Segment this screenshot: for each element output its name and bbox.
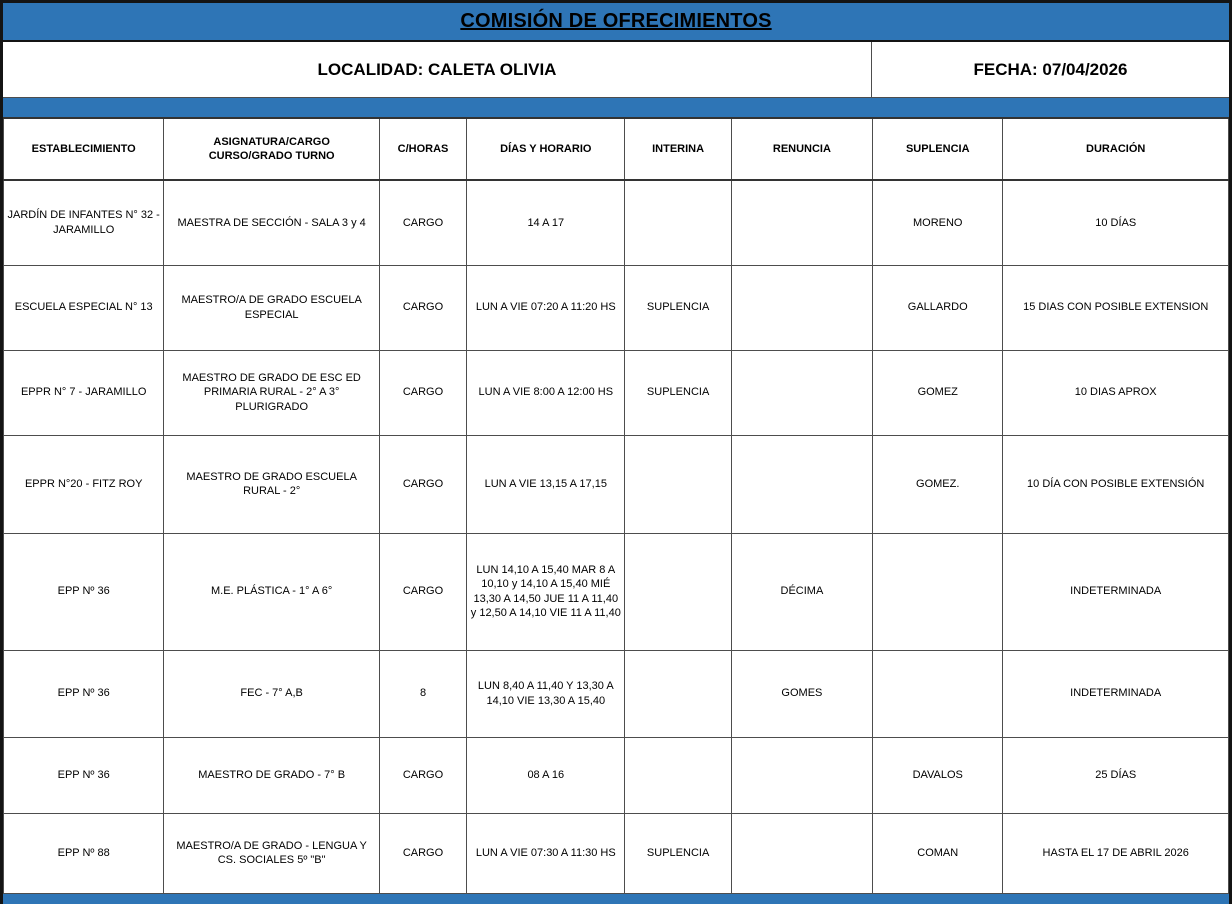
table-cell: CARGO — [378, 812, 468, 894]
table-cell: CARGO — [378, 349, 468, 436]
table-cell: LUN A VIE 07:30 A 11:30 HS — [466, 812, 626, 894]
table-cell — [730, 434, 874, 534]
table-cell: DAVALOS — [872, 736, 1004, 814]
table-cell — [624, 649, 732, 738]
localidad-cell: LOCALIDAD: CALETA OLIVIA — [3, 42, 872, 97]
table-cell: EPP Nº 36 — [2, 532, 165, 651]
table-cell: CARGO — [378, 434, 468, 534]
table-cell: LUN A VIE 8:00 A 12:00 HS — [466, 349, 626, 436]
table-cell: SUPLENCIA — [624, 349, 732, 436]
table-cell: GOMEZ. — [872, 434, 1004, 534]
table-row: JARDÍN DE INFANTES N° 32 - JARAMILLO MAES… — [2, 179, 1229, 266]
table-cell: 10 DIAS APROX — [1002, 349, 1229, 436]
table-cell: GALLARDO — [872, 264, 1004, 351]
table-cell: 10 DÍAS — [1002, 179, 1229, 266]
table-cell: CARGO — [378, 736, 468, 814]
column-header: ESTABLECIMIENTO — [2, 117, 165, 181]
table-cell — [624, 532, 732, 651]
table-cell: LUN 14,10 A 15,40 MAR 8 A 10,10 y 14,10 … — [466, 532, 626, 651]
column-header: DURACIÓN — [1002, 117, 1229, 181]
table-cell: MAESTRO/A DE GRADO - LENGUA Y CS. SOCIAL… — [163, 812, 380, 894]
table-cell: LUN 8,40 A 11,40 Y 13,30 A 14,10 VIE 13,… — [466, 649, 626, 738]
table-cell — [730, 349, 874, 436]
table-cell: 10 DÍA CON POSIBLE EXTENSIÓN — [1002, 434, 1229, 534]
table-cell: EPP Nº 36 — [2, 649, 165, 738]
table-cell: MAESTRO DE GRADO ESCUELA RURAL - 2° — [163, 434, 380, 534]
table-cell: SUPLENCIA — [624, 264, 732, 351]
table-cell: MAESTRO DE GRADO DE ESC ED PRIMARIA RURA… — [163, 349, 380, 436]
table-cell: FEC - 7° A,B — [163, 649, 380, 738]
table-cell — [624, 434, 732, 534]
table-cell: EPP Nº 36 — [2, 736, 165, 814]
column-header: DÍAS Y HORARIO — [466, 117, 626, 181]
table-cell: JARDÍN DE INFANTES N° 32 - JARAMILLO — [2, 179, 165, 266]
table-row: EPP Nº 88 MAESTRO/A DE GRADO - LENGUA Y C… — [2, 812, 1229, 894]
table-cell: CARGO — [378, 532, 468, 651]
table-cell — [624, 179, 732, 266]
page-title: COMISIÓN DE OFRECIMIENTOS — [460, 10, 772, 32]
table-row: EPP Nº 36 M.E. PLÁSTICA - 1° A 6° CARGO LUN… — [2, 532, 1229, 651]
table-cell — [730, 264, 874, 351]
table-row: EPPR N°20 - FITZ ROY MAESTRO DE GRADO ESC… — [2, 434, 1229, 534]
column-header: INTERINA — [624, 117, 732, 181]
table-cell — [730, 736, 874, 814]
table-cell: 25 DÍAS — [1002, 736, 1229, 814]
table-row: EPPR N° 7 - JARAMILLO MAESTRO DE GRADO DE… — [2, 349, 1229, 436]
table-cell: MAESTRO DE GRADO - 7° B — [163, 736, 380, 814]
table-cell: INDETERMINADA — [1002, 649, 1229, 738]
table-cell: EPPR N°20 - FITZ ROY — [2, 434, 165, 534]
table-cell: CARGO — [378, 264, 468, 351]
column-header: RENUNCIA — [730, 117, 874, 181]
table-cell: MAESTRA DE SECCIÓN - SALA 3 y 4 — [163, 179, 380, 266]
table-cell: DÉCIMA — [730, 532, 874, 651]
table-cell: INDETERMINADA — [1002, 532, 1229, 651]
table-cell: MORENO — [872, 179, 1004, 266]
offers-table: ESTABLECIMIENTO ASIGNATURA/CARGO CURSO/GR… — [2, 117, 1229, 894]
top-blue-strip — [3, 97, 1229, 117]
table-cell — [730, 179, 874, 266]
table-cell: GOMES — [730, 649, 874, 738]
column-header: ASIGNATURA/CARGO CURSO/GRADO TURNO — [163, 117, 380, 181]
table-cell: EPPR N° 7 - JARAMILLO — [2, 349, 165, 436]
table-cell — [872, 649, 1004, 738]
table-cell: SUPLENCIA — [624, 812, 732, 894]
table-cell: LUN A VIE 13,15 A 17,15 — [466, 434, 626, 534]
title-banner: COMISIÓN DE OFRECIMIENTOS — [3, 3, 1229, 42]
table-cell: 8 — [378, 649, 468, 738]
table-cell — [624, 736, 732, 814]
table-cell — [872, 532, 1004, 651]
table-cell: HASTA EL 17 DE ABRIL 2026 — [1002, 812, 1229, 894]
table-cell: 08 A 16 — [466, 736, 626, 814]
table-cell: MAESTRO/A DE GRADO ESCUELA ESPECIAL — [163, 264, 380, 351]
table-cell: COMAN — [872, 812, 1004, 894]
fecha-cell: FECHA: 07/04/2026 — [973, 59, 1128, 79]
table-cell: 14 A 17 — [466, 179, 626, 266]
table-cell: GOMEZ — [872, 349, 1004, 436]
column-header: C/HORAS — [378, 117, 468, 181]
table-cell — [730, 812, 874, 894]
column-header: SUPLENCIA — [872, 117, 1004, 181]
table-cell: LUN A VIE 07:20 A 11:20 HS — [466, 264, 626, 351]
table-row: EPP Nº 36 FEC - 7° A,B 8 LUN 8,40 A 11,40 Y… — [2, 649, 1229, 738]
table-cell: 15 DIAS CON POSIBLE EXTENSION — [1002, 264, 1229, 351]
table-row: ESCUELA ESPECIAL N° 13 MAESTRO/A DE GRADO… — [2, 264, 1229, 351]
table-header-row: ESTABLECIMIENTO ASIGNATURA/CARGO CURSO/GR… — [2, 117, 1229, 181]
table-cell: CARGO — [378, 179, 468, 266]
subheader-row: LOCALIDAD: CALETA OLIVIA FECHA: 07/04/20… — [3, 42, 1229, 97]
table-cell: M.E. PLÁSTICA - 1° A 6° — [163, 532, 380, 651]
table-row: EPP Nº 36 MAESTRO DE GRADO - 7° B CARGO 08 … — [2, 736, 1229, 814]
table-cell: ESCUELA ESPECIAL N° 13 — [2, 264, 165, 351]
table-cell: EPP Nº 88 — [2, 812, 165, 894]
bottom-blue-strip — [3, 893, 1229, 904]
